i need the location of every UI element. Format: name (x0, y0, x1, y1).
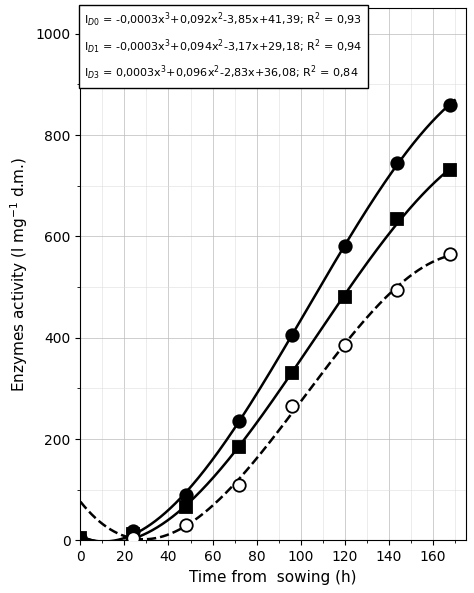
Y-axis label: Enzymes activity (l mg$^{-1}$ d.m.): Enzymes activity (l mg$^{-1}$ d.m.) (9, 157, 30, 392)
Text: I$_{D0}$ = -0,0003x$^3$+0,092x$^2$-3,85x+41,39; R$^2$ = 0,93
I$_{D1}$ = -0,0003x: I$_{D0}$ = -0,0003x$^3$+0,092x$^2$-3,85x… (84, 11, 363, 82)
X-axis label: Time from  sowing (h): Time from sowing (h) (189, 570, 357, 585)
